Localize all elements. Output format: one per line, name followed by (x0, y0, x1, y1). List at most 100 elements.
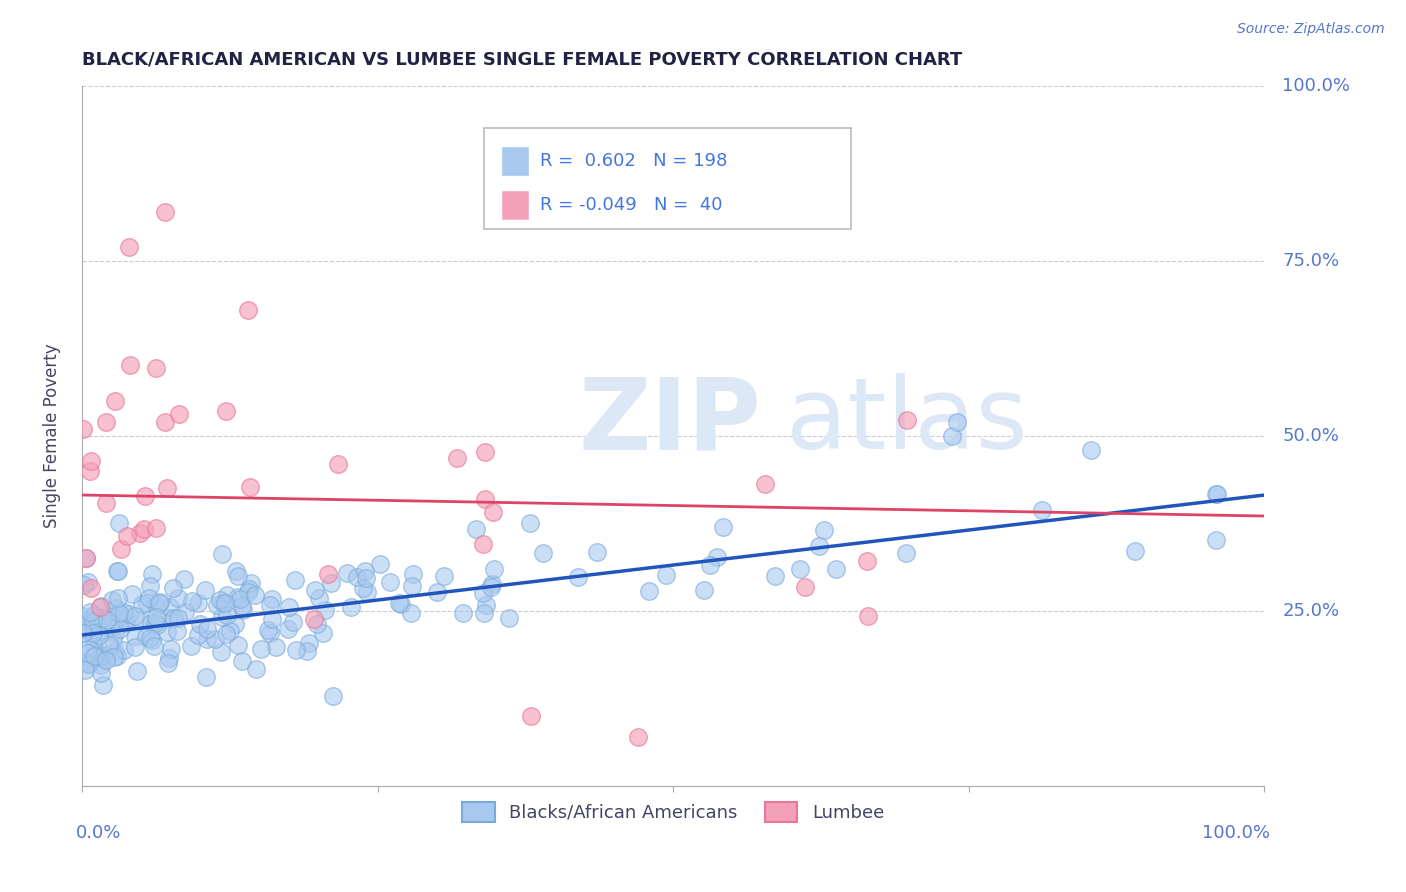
Point (91, 625, 114, 640)
Text: 100.0%: 100.0% (1202, 824, 1271, 842)
Point (146, 617, 169, 632)
Point (107, 591, 129, 606)
Point (148, 596, 170, 610)
Point (84, 649, 107, 664)
Point (118, 239, 141, 253)
Point (87, 646, 110, 660)
Point (117, 607, 139, 621)
Point (474, 491, 496, 506)
Point (1031, 503, 1053, 517)
Point (217, 588, 239, 602)
Point (163, 611, 186, 625)
Point (316, 567, 339, 582)
Point (101, 592, 124, 607)
Point (214, 596, 236, 610)
Point (209, 645, 232, 659)
Point (231, 599, 253, 613)
Point (77, 646, 100, 660)
Point (824, 562, 846, 576)
Point (194, 670, 217, 684)
Point (297, 644, 319, 658)
Point (80, 581, 103, 595)
Point (226, 590, 249, 604)
Point (1206, 487, 1229, 501)
Point (112, 605, 135, 619)
Point (655, 567, 678, 582)
Point (124, 640, 146, 654)
Point (79, 606, 101, 620)
Point (90, 614, 112, 628)
Point (90, 665, 112, 680)
Point (706, 550, 728, 565)
Point (162, 581, 184, 595)
Point (238, 582, 260, 596)
Point (141, 615, 163, 630)
Point (260, 612, 283, 626)
Point (446, 451, 468, 466)
Point (125, 664, 148, 678)
Point (108, 606, 131, 620)
Point (145, 610, 167, 624)
Point (380, 575, 402, 590)
Point (229, 591, 252, 606)
Point (239, 575, 262, 590)
Point (166, 624, 188, 638)
Point (627, 730, 650, 744)
Point (285, 643, 308, 657)
Point (131, 597, 153, 611)
Point (232, 603, 254, 617)
Point (105, 601, 128, 615)
Point (103, 650, 125, 665)
Point (475, 598, 498, 612)
Point (208, 593, 231, 607)
Point (188, 617, 211, 632)
Point (264, 640, 287, 654)
Point (239, 481, 262, 495)
Point (83, 639, 105, 653)
Text: R = -0.049   N =  40: R = -0.049 N = 40 (540, 195, 723, 214)
Point (104, 626, 127, 640)
Point (160, 642, 183, 657)
Point (114, 613, 136, 627)
Point (124, 608, 146, 623)
Point (138, 631, 160, 645)
Point (101, 633, 124, 648)
Point (520, 708, 543, 723)
Point (339, 599, 361, 614)
Point (474, 445, 496, 459)
Point (90, 657, 112, 672)
Point (87, 618, 110, 632)
Point (482, 505, 505, 519)
Point (167, 407, 190, 421)
Point (153, 415, 176, 429)
Point (96, 652, 118, 666)
Point (219, 624, 242, 639)
Point (1205, 487, 1227, 501)
Point (73, 663, 96, 677)
Point (79, 464, 101, 478)
Point (401, 579, 423, 593)
Point (187, 627, 209, 641)
Point (89, 649, 111, 664)
Point (187, 596, 209, 610)
Point (896, 413, 918, 427)
Point (346, 570, 368, 584)
Point (82, 615, 104, 630)
Point (129, 525, 152, 540)
Point (94, 415, 117, 429)
Point (789, 562, 811, 576)
Point (173, 572, 195, 586)
Point (236, 302, 259, 317)
Point (1080, 442, 1102, 457)
Point (128, 614, 150, 628)
Point (204, 632, 226, 646)
Point (215, 607, 238, 622)
Point (711, 520, 734, 534)
Point (262, 592, 284, 607)
Point (211, 609, 233, 624)
Point (112, 643, 135, 657)
Point (141, 633, 163, 648)
Point (159, 600, 181, 615)
Point (91, 611, 114, 625)
Point (80, 629, 103, 643)
